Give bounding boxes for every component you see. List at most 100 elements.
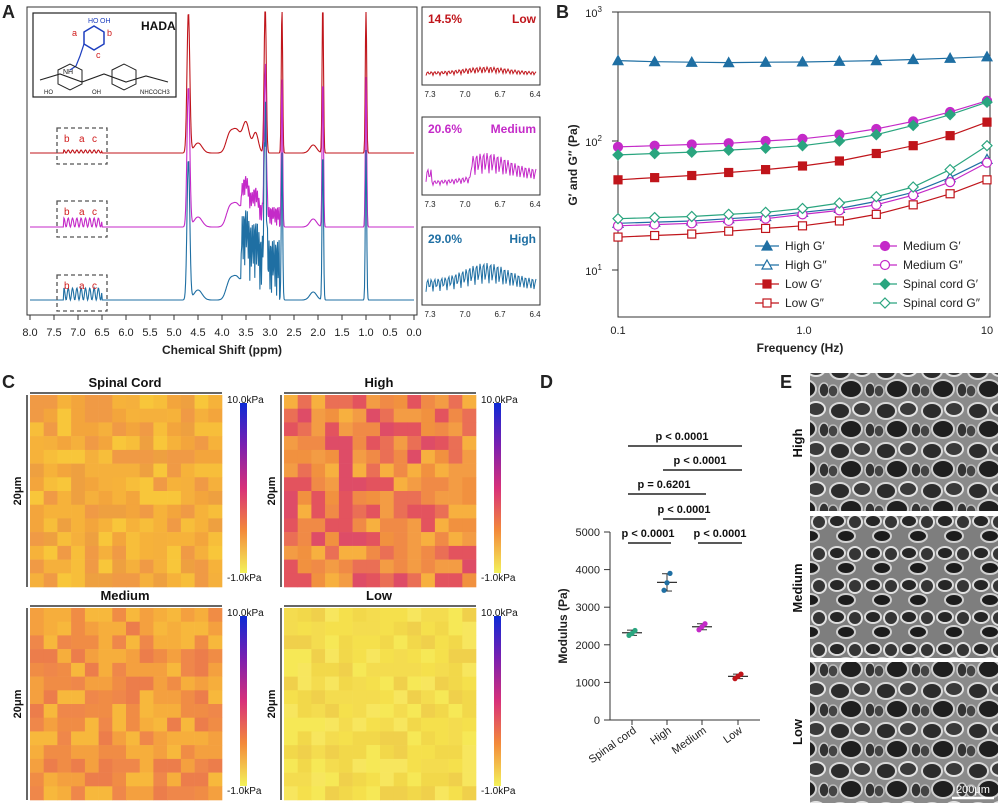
heatmap-cell bbox=[366, 559, 381, 574]
heatmap-cell bbox=[297, 532, 312, 547]
heatmap-cell bbox=[434, 731, 449, 746]
heatmap-cell bbox=[180, 532, 195, 547]
heatmap-cell bbox=[98, 491, 113, 506]
heatmap-cell bbox=[434, 395, 449, 410]
data-point bbox=[945, 131, 955, 141]
heatmap-cell bbox=[297, 436, 312, 451]
group-high bbox=[657, 570, 677, 593]
heatmap-cell bbox=[112, 408, 127, 423]
heatmap-cell bbox=[84, 704, 99, 719]
heatmap-cell bbox=[208, 436, 223, 451]
heatmap-cell bbox=[284, 518, 299, 533]
heatmap-cell bbox=[153, 518, 168, 533]
heatmap-cell bbox=[380, 758, 395, 773]
heatmap-cell bbox=[297, 504, 312, 519]
heatmap-cell bbox=[338, 745, 353, 760]
heatmap-cell bbox=[84, 491, 99, 506]
heatmap-cell bbox=[448, 786, 463, 801]
heatmap-cell bbox=[71, 745, 86, 760]
a-xtick-label: 4.5 bbox=[190, 327, 205, 339]
heatmap-cell bbox=[352, 436, 367, 451]
heatmap-cell bbox=[407, 717, 422, 732]
heatmap-cell bbox=[98, 463, 113, 478]
heatmap-cell bbox=[167, 662, 182, 677]
data-point bbox=[685, 146, 698, 158]
heatmap-cell bbox=[180, 717, 195, 732]
heatmap-cell bbox=[43, 772, 58, 787]
heatmap-cell bbox=[71, 649, 86, 664]
peak-letter: b bbox=[64, 134, 70, 145]
series-low-g- bbox=[613, 175, 992, 242]
xtick-0.1: 0.1 bbox=[610, 325, 625, 337]
heatmap-cell bbox=[126, 436, 141, 451]
heatmap-cell bbox=[311, 573, 326, 588]
d-ytick-label: 3000 bbox=[576, 602, 600, 614]
heatmap-cell bbox=[30, 545, 45, 560]
heatmap-cell bbox=[366, 662, 381, 677]
heatmap-cell bbox=[30, 436, 45, 451]
heatmap-cell bbox=[139, 731, 154, 746]
heatmap-cell bbox=[194, 463, 209, 478]
heatmap-cell bbox=[57, 731, 72, 746]
heatmap-cell bbox=[297, 477, 312, 492]
heatmap-cell bbox=[98, 477, 113, 492]
heatmap-cell bbox=[30, 395, 45, 410]
heatmap-cell bbox=[30, 758, 45, 773]
heatmap-cell bbox=[338, 573, 353, 588]
data-point bbox=[685, 210, 698, 223]
colorbar bbox=[494, 403, 501, 573]
heatmap-cell bbox=[30, 573, 45, 588]
colorbar-max: 10.0kPa bbox=[227, 608, 264, 619]
a-xtick-label: 3.0 bbox=[262, 327, 277, 339]
heatmap-cell bbox=[393, 504, 408, 519]
heatmap-cell bbox=[30, 635, 45, 650]
heatmap-cell bbox=[180, 621, 195, 636]
panel-b-xticks: 0.1 1.0 10 bbox=[610, 325, 993, 337]
heatmap-cell bbox=[421, 621, 436, 636]
legend-label: High G′ bbox=[785, 239, 825, 253]
heatmap-cell bbox=[338, 731, 353, 746]
heatmap-cell bbox=[112, 477, 127, 492]
heatmap-cell bbox=[43, 786, 58, 801]
heatmap-cell bbox=[84, 608, 99, 623]
heatmap-cell bbox=[366, 545, 381, 560]
inset-tick: 7.0 bbox=[459, 310, 471, 319]
heatmap-cell bbox=[112, 635, 127, 650]
heatmap-cell bbox=[194, 731, 209, 746]
heatmap-cell bbox=[380, 772, 395, 787]
data-point bbox=[759, 206, 772, 219]
structure-letter-b: b bbox=[107, 28, 112, 38]
heatmap-cell bbox=[352, 477, 367, 492]
peak-letter: c bbox=[92, 207, 97, 218]
panel-b-ylabel: G′ and G″ (Pa) bbox=[566, 124, 580, 205]
heatmap-cell bbox=[407, 690, 422, 705]
data-point bbox=[687, 170, 697, 181]
heatmap-cell bbox=[194, 635, 209, 650]
heatmap-cell bbox=[311, 731, 326, 746]
heatmap-cell bbox=[297, 463, 312, 478]
heatmap-cell bbox=[407, 504, 422, 519]
spectrum-low bbox=[30, 11, 414, 154]
group-spinal-cord bbox=[622, 627, 642, 639]
heatmap-cell bbox=[421, 491, 436, 506]
heatmap-cell bbox=[462, 731, 477, 746]
heatmap-cell bbox=[126, 532, 141, 547]
heatmap-cell bbox=[380, 532, 395, 547]
data-point bbox=[796, 202, 809, 215]
heatmap-cell bbox=[366, 635, 381, 650]
structure-letter-a: a bbox=[72, 28, 77, 38]
data-point bbox=[687, 229, 697, 239]
data-point bbox=[738, 671, 744, 677]
heatmap-cell bbox=[180, 422, 195, 437]
data-point bbox=[879, 278, 891, 290]
heatmap-cell bbox=[421, 731, 436, 746]
heatmap-cell bbox=[352, 608, 367, 623]
data-point bbox=[632, 627, 638, 634]
heatmap-cell bbox=[325, 449, 340, 464]
inset-pct: 14.5% bbox=[428, 12, 462, 26]
heatmap-cell bbox=[84, 436, 99, 451]
heatmap-cell bbox=[325, 477, 340, 492]
heatmap-cell bbox=[366, 436, 381, 451]
heatmap-cell bbox=[112, 621, 127, 636]
inset-name: High bbox=[509, 232, 536, 246]
